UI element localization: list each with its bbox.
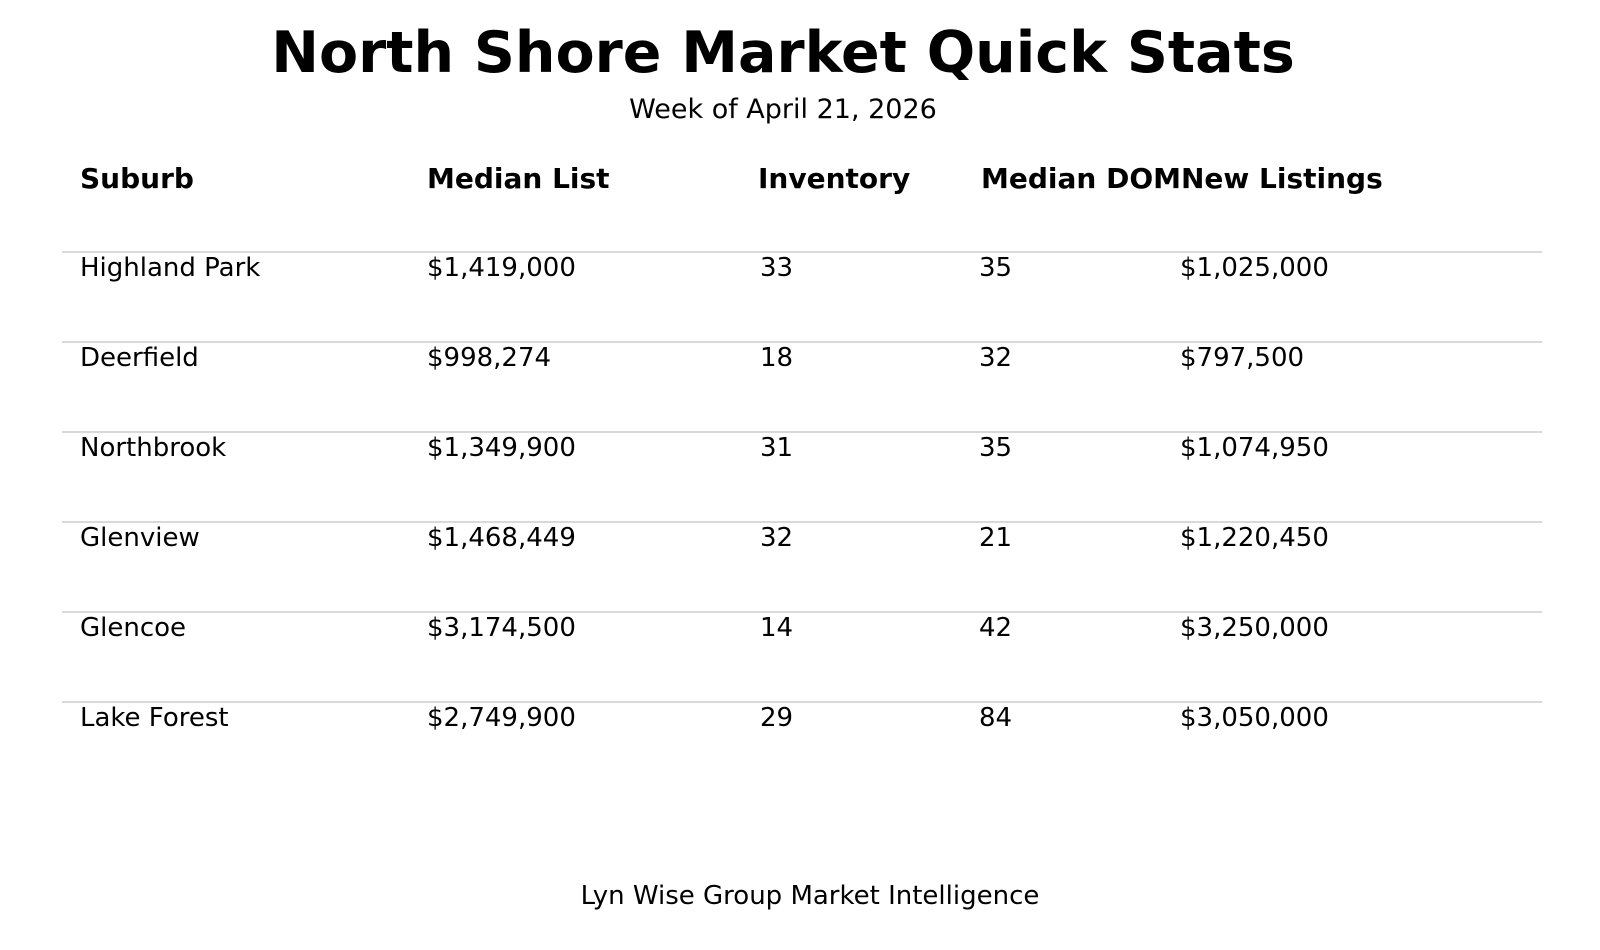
cell-suburb: Northbrook — [80, 433, 227, 463]
cell-new-listings: $1,220,450 — [1180, 523, 1329, 553]
table-row: Northbrook $1,349,900 31 35 $1,074,950 — [62, 431, 1542, 521]
cell-new-listings: $3,050,000 — [1180, 703, 1329, 733]
column-header-group: Median DOM New Listings — [981, 165, 1383, 193]
cell-median-dom: 32 — [979, 343, 1013, 373]
cell-median-list: $1,349,900 — [427, 433, 576, 463]
cell-median-list: $998,274 — [427, 343, 552, 373]
column-header-median-dom: Median DOM — [981, 162, 1181, 195]
cell-new-listings: $1,074,950 — [1180, 433, 1329, 463]
cell-median-dom: 21 — [979, 523, 1013, 553]
page-footer: Lyn Wise Group Market Intelligence — [580, 881, 1040, 911]
cell-inventory: 32 — [760, 523, 794, 553]
column-header-inventory: Inventory — [758, 162, 911, 195]
cell-inventory: 31 — [760, 433, 794, 463]
cell-inventory: 18 — [760, 343, 794, 373]
page-subtitle: Week of April 21, 2026 — [629, 94, 937, 125]
cell-inventory: 14 — [760, 613, 794, 643]
cell-suburb: Glenview — [80, 523, 200, 553]
cell-median-list: $1,419,000 — [427, 253, 576, 283]
cell-median-dom: 84 — [979, 703, 1013, 733]
cell-median-dom: 35 — [979, 433, 1013, 463]
column-header-suburb: Suburb — [80, 162, 194, 195]
cell-suburb: Highland Park — [80, 253, 261, 283]
cell-new-listings: $3,250,000 — [1180, 613, 1329, 643]
page-title: North Shore Market Quick Stats — [271, 20, 1295, 86]
cell-median-list: $1,468,449 — [427, 523, 576, 553]
cell-inventory: 29 — [760, 703, 794, 733]
table-row: Deerfield $998,274 18 32 $797,500 — [62, 341, 1542, 431]
cell-median-list: $2,749,900 — [427, 703, 576, 733]
cell-suburb: Glencoe — [80, 613, 187, 643]
table-row: Highland Park $1,419,000 33 35 $1,025,00… — [62, 251, 1542, 341]
column-header-new-listings: New Listings — [1180, 162, 1383, 195]
cell-median-list: $3,174,500 — [427, 613, 576, 643]
cell-suburb: Lake Forest — [80, 703, 229, 733]
cell-median-dom: 35 — [979, 253, 1013, 283]
column-header-median-list: Median List — [427, 162, 610, 195]
table-row: Glencoe $3,174,500 14 42 $3,250,000 — [62, 611, 1542, 701]
cell-new-listings: $797,500 — [1180, 343, 1305, 373]
cell-new-listings: $1,025,000 — [1180, 253, 1329, 283]
cell-median-dom: 42 — [979, 613, 1013, 643]
cell-inventory: 33 — [760, 253, 794, 283]
cell-suburb: Deerfield — [80, 343, 199, 373]
table-row: Glenview $1,468,449 32 21 $1,220,450 — [62, 521, 1542, 611]
table-header-row: Suburb Median List Inventory Median DOM … — [0, 165, 1600, 195]
table-row: Lake Forest $2,749,900 29 84 $3,050,000 — [62, 701, 1542, 791]
